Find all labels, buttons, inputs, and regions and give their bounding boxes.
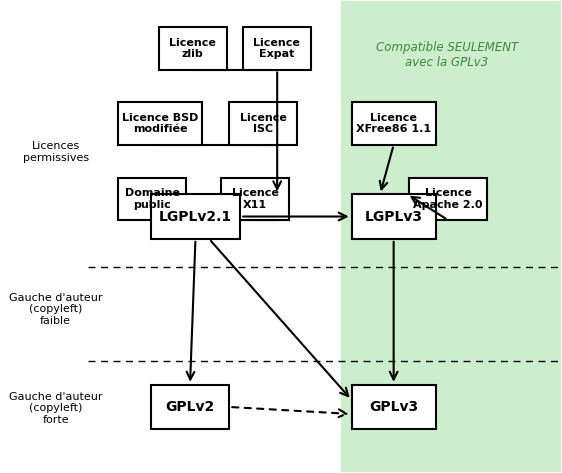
Text: Licence BSD
modifiée: Licence BSD modifiée: [122, 113, 198, 134]
FancyBboxPatch shape: [409, 178, 487, 220]
FancyBboxPatch shape: [352, 103, 436, 145]
Text: LGPLv3: LGPLv3: [365, 210, 423, 224]
FancyBboxPatch shape: [352, 385, 436, 429]
FancyBboxPatch shape: [118, 103, 202, 145]
FancyBboxPatch shape: [118, 178, 186, 220]
FancyBboxPatch shape: [243, 27, 311, 70]
Text: LGPLv2.1: LGPLv2.1: [159, 210, 232, 224]
Text: Licence
ISC: Licence ISC: [240, 113, 287, 134]
Text: GPLv3: GPLv3: [369, 400, 418, 414]
Text: Domaine
public: Domaine public: [125, 188, 179, 210]
Text: Licence
X11: Licence X11: [232, 188, 279, 210]
FancyBboxPatch shape: [352, 194, 436, 239]
Text: Licence
XFree86 1.1: Licence XFree86 1.1: [356, 113, 431, 134]
FancyBboxPatch shape: [229, 103, 297, 145]
FancyBboxPatch shape: [151, 194, 241, 239]
FancyBboxPatch shape: [151, 385, 229, 429]
Text: Compatible SEULEMENT
avec la GPLv3: Compatible SEULEMENT avec la GPLv3: [375, 42, 518, 70]
Text: Gauche d'auteur
(copyleft)
faible: Gauche d'auteur (copyleft) faible: [9, 293, 102, 326]
Text: Licence
zlib: Licence zlib: [169, 38, 216, 59]
FancyBboxPatch shape: [221, 178, 289, 220]
Bar: [341, 1, 561, 472]
FancyBboxPatch shape: [159, 27, 226, 70]
Text: GPLv2: GPLv2: [165, 400, 215, 414]
Text: Licence
Apache 2.0: Licence Apache 2.0: [413, 188, 483, 210]
Text: Licences
permissives: Licences permissives: [22, 141, 89, 163]
Text: Licence
Expat: Licence Expat: [253, 38, 300, 59]
Text: Gauche d'auteur
(copyleft)
forte: Gauche d'auteur (copyleft) forte: [9, 392, 102, 425]
